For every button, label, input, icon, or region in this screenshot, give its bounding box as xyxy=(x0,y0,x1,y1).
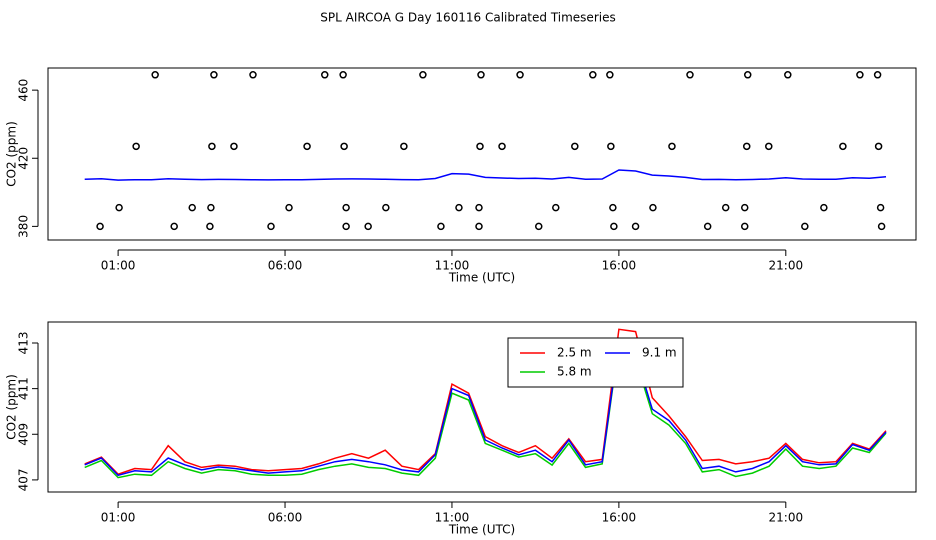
marker xyxy=(571,142,579,151)
marker xyxy=(877,222,886,231)
series-line xyxy=(84,339,887,477)
marker xyxy=(856,71,864,79)
x-tick-label: 21:00 xyxy=(769,259,804,273)
plot-frame xyxy=(47,321,917,493)
marker xyxy=(455,203,463,212)
x-tick-label: 11:00 xyxy=(435,511,470,525)
marker xyxy=(115,203,123,212)
marker xyxy=(340,142,348,151)
marker xyxy=(784,71,792,79)
marker xyxy=(498,142,506,151)
x-tick-label: 06:00 xyxy=(268,511,303,525)
marker xyxy=(249,71,257,79)
marker xyxy=(96,222,104,231)
marker xyxy=(207,203,215,212)
series-line xyxy=(84,341,887,479)
marker xyxy=(477,71,485,79)
marker xyxy=(839,142,847,151)
chart-title: SPL AIRCOA G Day 160116 Calibrated Times… xyxy=(320,11,615,25)
series-line xyxy=(84,328,887,476)
marker xyxy=(535,222,543,231)
marker xyxy=(400,142,408,151)
marker xyxy=(874,142,883,151)
marker xyxy=(610,222,618,231)
marker xyxy=(589,71,597,79)
y-tick-label: 460 xyxy=(17,79,31,102)
y-tick-label: 413 xyxy=(17,332,31,355)
marker xyxy=(721,203,730,212)
marker xyxy=(743,71,752,79)
plot-frame xyxy=(47,67,917,241)
x-tick-label: 06:00 xyxy=(268,259,303,273)
marker xyxy=(419,71,427,79)
marker xyxy=(668,142,676,151)
marker xyxy=(607,142,615,151)
marker xyxy=(649,203,657,212)
marker xyxy=(132,142,140,151)
marker xyxy=(303,142,311,151)
marker xyxy=(475,222,483,231)
marker xyxy=(285,203,293,212)
marker xyxy=(321,71,329,79)
x-tick-label: 21:00 xyxy=(769,511,804,525)
marker xyxy=(873,71,882,79)
marker xyxy=(740,203,749,212)
marker xyxy=(364,222,372,231)
marker xyxy=(742,142,751,151)
y-tick-label: 409 xyxy=(17,423,31,446)
y-tick-label: 411 xyxy=(17,377,31,400)
marker xyxy=(476,142,484,151)
marker xyxy=(210,71,218,79)
marker xyxy=(740,222,749,231)
marker xyxy=(516,71,524,79)
marker xyxy=(230,142,238,151)
marker xyxy=(206,222,214,231)
marker xyxy=(342,203,350,212)
marker xyxy=(552,203,560,212)
marker xyxy=(342,222,350,231)
marker xyxy=(609,203,617,212)
marker xyxy=(437,222,445,231)
y-tick-label: 420 xyxy=(17,147,31,170)
x-axis-label: Time (UTC) xyxy=(448,271,515,285)
marker xyxy=(170,222,178,231)
marker xyxy=(151,71,159,79)
marker xyxy=(606,71,614,79)
series-line xyxy=(84,169,887,181)
legend-box xyxy=(507,337,684,388)
x-tick-label: 11:00 xyxy=(435,259,470,273)
marker xyxy=(475,203,483,212)
x-tick-label: 01:00 xyxy=(101,511,136,525)
y-tick-label: 380 xyxy=(17,215,31,238)
marker xyxy=(765,142,773,151)
marker xyxy=(631,222,640,231)
marker xyxy=(188,203,196,212)
y-tick-label: 407 xyxy=(17,468,31,491)
marker xyxy=(686,71,694,79)
marker xyxy=(339,71,347,79)
y-axis-label: CO2 (ppm) xyxy=(5,374,19,440)
marker xyxy=(801,222,809,231)
marker xyxy=(820,203,828,212)
marker xyxy=(267,222,275,231)
x-tick-label: 16:00 xyxy=(602,511,637,525)
marker xyxy=(876,203,885,212)
x-tick-label: 01:00 xyxy=(101,259,136,273)
marker xyxy=(382,203,390,212)
y-axis-label: CO2 (ppm) xyxy=(5,121,19,187)
marker xyxy=(208,142,216,151)
marker xyxy=(703,222,712,231)
legend-label: 5.8 m xyxy=(557,365,592,379)
x-axis-label: Time (UTC) xyxy=(448,523,515,537)
x-tick-label: 16:00 xyxy=(602,259,637,273)
legend-label: 2.5 m xyxy=(557,346,592,360)
legend-label: 9.1 m xyxy=(642,346,677,360)
